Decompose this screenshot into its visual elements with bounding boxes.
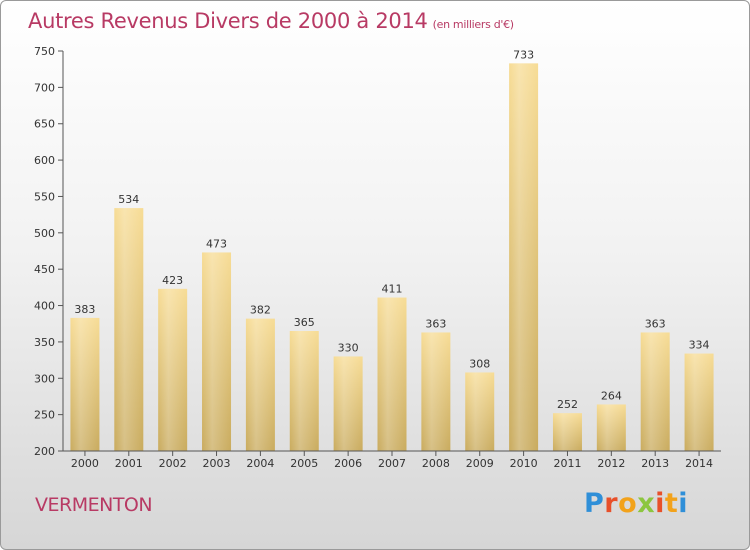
y-tick-label: 700: [34, 81, 55, 94]
chart-title: Autres Revenus Divers de 2000 à 2014 (en …: [28, 9, 514, 33]
x-tick-label: 2006: [334, 457, 362, 470]
bar-value-label: 383: [74, 303, 95, 316]
bar-value-label: 363: [645, 317, 666, 330]
bar-highlight: [202, 252, 232, 451]
bar-highlight: [70, 317, 100, 451]
chart-title-text: Autres Revenus Divers de 2000 à 2014: [28, 9, 428, 33]
x-tick-label: 2012: [597, 457, 625, 470]
bar-highlight: [596, 404, 626, 451]
bar-value-label: 382: [250, 304, 271, 317]
bar-highlight: [245, 318, 275, 451]
bar-highlight: [289, 331, 319, 451]
x-tick-label: 2004: [246, 457, 274, 470]
logo-letter: i: [678, 488, 689, 519]
logo-letter: P: [584, 488, 605, 519]
bar-value-label: 308: [469, 357, 490, 370]
y-tick-label: 250: [34, 409, 55, 422]
y-tick-label: 750: [34, 45, 55, 58]
x-tick-label: 2007: [378, 457, 406, 470]
bar-highlight: [114, 208, 144, 451]
y-tick-label: 650: [34, 118, 55, 131]
y-tick-label: 550: [34, 190, 55, 203]
y-tick-label: 600: [34, 154, 55, 167]
x-tick-label: 2010: [510, 457, 538, 470]
y-tick-label: 450: [34, 263, 55, 276]
bar-value-label: 330: [338, 341, 359, 354]
x-tick-label: 2014: [685, 457, 713, 470]
y-tick-label: 200: [34, 445, 55, 458]
bar-value-label: 365: [294, 316, 315, 329]
x-tick-label: 2002: [159, 457, 187, 470]
bar-highlight: [684, 353, 714, 451]
logo-letter: x: [637, 488, 656, 519]
bar-highlight: [465, 372, 495, 451]
y-axis: 200 250 300 350 400 450 500 550 600 650 700 750: [34, 45, 64, 458]
x-tick-label: 2005: [290, 457, 318, 470]
bar-value-label: 733: [513, 48, 534, 61]
y-tick-label: 500: [34, 227, 55, 240]
logo-letter: r: [604, 488, 619, 519]
x-axis: 2000 2001 2002 2003 2004 2005 2006 2007 2008 2009…: [63, 450, 721, 470]
x-tick-label: 2013: [641, 457, 669, 470]
bar-highlight: [333, 356, 363, 451]
bar-value-label: 534: [118, 193, 139, 206]
y-tick-label: 300: [34, 372, 55, 385]
bar-highlight: [421, 332, 451, 451]
bar-value-label: 473: [206, 237, 227, 250]
x-tick-label: 2003: [203, 457, 231, 470]
bar-value-label: 423: [162, 274, 183, 287]
y-tick-label: 350: [34, 336, 55, 349]
bar-value-label: 334: [689, 339, 710, 352]
bar-highlight: [377, 297, 407, 451]
bar-highlight: [552, 413, 582, 451]
logo-letter: t: [664, 488, 679, 519]
x-tick-label: 2001: [115, 457, 143, 470]
x-tick-label: 2008: [422, 457, 450, 470]
bar-highlight: [158, 288, 188, 451]
x-tick-label: 2011: [553, 457, 581, 470]
bars: 383 534 423 473 382 365 330 411 363 308 733 252 264 3…: [70, 48, 714, 451]
bar-highlight: [640, 332, 670, 451]
y-tick-label: 400: [34, 300, 55, 313]
logo-letter: i: [655, 488, 665, 519]
city-name: VERMENTON: [35, 494, 153, 516]
x-tick-label: 2009: [466, 457, 494, 470]
chart-unit: (en milliers d'€): [432, 18, 514, 31]
bar-highlight: [509, 63, 539, 451]
logo-letter: o: [618, 488, 638, 519]
bar-value-label: 411: [382, 283, 403, 296]
bar-value-label: 264: [601, 389, 622, 402]
x-tick-label: 2000: [71, 457, 99, 470]
bar-value-label: 363: [425, 317, 446, 330]
bar-value-label: 252: [557, 398, 578, 411]
proxiti-logo: Proxiti: [584, 488, 688, 519]
